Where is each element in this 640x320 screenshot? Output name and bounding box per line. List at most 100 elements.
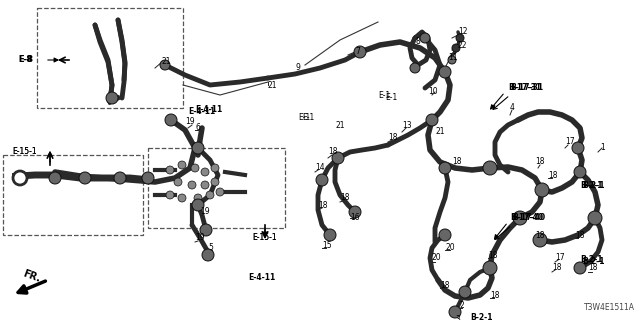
Circle shape [79,172,91,184]
Text: 12: 12 [458,28,467,36]
Circle shape [513,211,527,225]
Text: T3W4E1511A: T3W4E1511A [584,303,635,312]
Text: 20: 20 [432,253,442,262]
Text: E-8: E-8 [18,55,32,65]
Text: 21: 21 [335,121,344,130]
Text: 18: 18 [535,230,545,239]
Circle shape [354,46,366,58]
Text: 18: 18 [440,281,449,290]
Text: 8: 8 [415,37,420,46]
Circle shape [410,63,420,73]
Circle shape [201,168,209,176]
Text: E-1: E-1 [378,91,390,100]
Circle shape [166,191,174,199]
Text: 1: 1 [600,143,605,153]
Text: 20: 20 [445,244,454,252]
Text: 21: 21 [435,127,445,137]
Text: B-2-1: B-2-1 [470,314,493,320]
Text: B-2-1: B-2-1 [580,180,602,189]
Circle shape [452,44,460,52]
Text: 3: 3 [455,316,460,320]
Bar [37,8,183,108]
Text: 15: 15 [322,241,332,250]
Text: E-15-1: E-15-1 [252,234,276,243]
Circle shape [201,181,209,189]
Circle shape [439,162,451,174]
Text: B-17-31: B-17-31 [510,84,543,92]
Circle shape [483,161,497,175]
Text: 18: 18 [490,291,499,300]
Text: 19: 19 [185,117,195,126]
Circle shape [13,171,27,185]
Text: 2: 2 [460,300,465,309]
Circle shape [439,229,451,241]
Text: E-1: E-1 [302,114,314,123]
Text: 16: 16 [350,213,360,222]
Text: B-17-40: B-17-40 [512,213,545,222]
Circle shape [202,249,214,261]
Text: 6: 6 [195,124,200,132]
Text: 7: 7 [355,47,360,57]
Circle shape [316,174,328,186]
Text: E-1: E-1 [385,93,397,102]
Text: 18: 18 [340,194,349,203]
Text: 18: 18 [588,263,598,273]
Circle shape [426,114,438,126]
Text: B-2-1: B-2-1 [580,255,602,265]
Text: 18: 18 [548,171,557,180]
Circle shape [533,233,547,247]
Text: E-4-11: E-4-11 [195,106,222,115]
Circle shape [483,261,497,275]
Bar [148,148,285,228]
Text: 17: 17 [565,138,575,147]
Circle shape [160,60,170,70]
Text: 17: 17 [555,253,564,262]
Circle shape [324,229,336,241]
Circle shape [349,206,361,218]
Text: 14: 14 [315,164,324,172]
Text: 18: 18 [318,201,328,210]
Circle shape [178,194,186,202]
Text: 11: 11 [448,53,458,62]
Circle shape [178,161,186,169]
Circle shape [174,178,182,186]
Circle shape [448,56,456,64]
Circle shape [206,191,214,199]
Text: 21: 21 [268,81,278,90]
Circle shape [588,211,602,225]
Circle shape [216,188,224,196]
Text: E-15-1: E-15-1 [12,148,36,156]
Circle shape [459,286,471,298]
Circle shape [332,152,344,164]
Text: 18: 18 [452,157,461,166]
Text: 18: 18 [535,157,545,166]
Text: 4: 4 [510,103,515,113]
Circle shape [574,262,586,274]
Text: FR.: FR. [22,268,42,284]
Circle shape [106,92,118,104]
Text: B-17-40: B-17-40 [510,213,543,222]
Text: 10: 10 [428,87,438,97]
Circle shape [211,178,219,186]
Circle shape [188,181,196,189]
Circle shape [200,224,212,236]
Text: E-15-1: E-15-1 [252,234,276,243]
Text: B-17-31: B-17-31 [508,84,541,92]
Circle shape [165,114,177,126]
Circle shape [49,172,61,184]
Circle shape [114,172,126,184]
Text: 13: 13 [402,121,412,130]
Circle shape [192,199,204,211]
Text: 19: 19 [200,207,210,217]
Circle shape [439,66,451,78]
Circle shape [211,164,219,172]
Circle shape [535,183,549,197]
Circle shape [192,142,204,154]
Text: 18: 18 [488,251,497,260]
Circle shape [574,166,586,178]
Circle shape [166,166,174,174]
Text: B-2-1: B-2-1 [582,180,605,189]
Circle shape [194,194,202,202]
Text: 18: 18 [575,230,584,239]
Circle shape [456,34,464,42]
